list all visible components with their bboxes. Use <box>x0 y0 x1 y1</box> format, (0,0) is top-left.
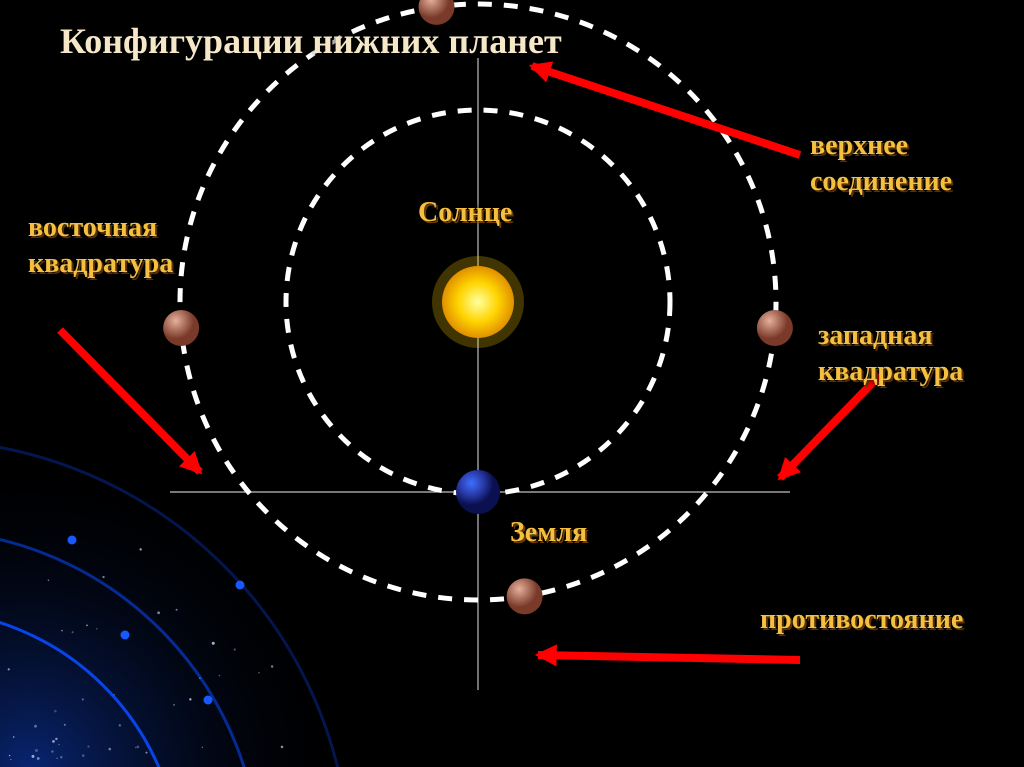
bg-star <box>10 759 11 760</box>
bg-star <box>281 746 284 749</box>
bg-star <box>212 642 215 645</box>
earth <box>456 470 500 514</box>
bg-star <box>82 754 85 757</box>
bg-star <box>56 757 58 759</box>
corner-glow <box>0 450 350 767</box>
bg-star <box>176 609 178 611</box>
bg-star <box>234 648 236 650</box>
bg-star <box>96 628 97 629</box>
bg-star <box>34 725 37 728</box>
opposition-arrow <box>538 655 800 660</box>
bg-star <box>55 738 58 741</box>
bg-star <box>157 611 160 614</box>
bg-star <box>119 724 121 726</box>
bg-star <box>61 630 63 632</box>
bg-star <box>271 665 273 667</box>
bg-star <box>202 747 203 748</box>
sun <box>442 266 514 338</box>
bg-star <box>8 668 10 670</box>
bg-star <box>102 576 104 578</box>
opposition-label: противостояние <box>760 602 963 638</box>
east-quadrature-arrow <box>60 330 200 472</box>
decor-dot <box>68 536 77 545</box>
bg-star <box>109 748 112 751</box>
bg-star <box>58 744 59 745</box>
bg-star <box>189 698 191 700</box>
bg-star <box>52 740 55 743</box>
bg-star <box>60 756 62 758</box>
bg-star <box>258 672 259 673</box>
bg-star <box>173 704 175 706</box>
east-quadrature-planet <box>163 310 199 346</box>
opposition-planet <box>507 578 543 614</box>
bg-star <box>82 698 84 700</box>
bg-star <box>219 675 220 676</box>
bg-star <box>86 624 88 626</box>
bg-star <box>9 755 10 756</box>
bg-star <box>51 750 53 752</box>
bg-star <box>145 752 147 754</box>
diagram-title: Конфигурации нижних планет <box>60 22 562 62</box>
east-quadrature-label: восточная квадратура <box>28 210 173 282</box>
bg-star <box>31 755 34 758</box>
earth-label: Земля <box>510 516 587 550</box>
bg-star <box>135 747 137 749</box>
west-quadrature-label: западная квадратура <box>818 318 963 390</box>
bg-star <box>35 749 38 752</box>
decor-dot <box>121 631 130 640</box>
bg-star <box>87 745 89 747</box>
west-quadrature-planet <box>757 310 793 346</box>
bg-star <box>13 736 15 738</box>
sun-label: Солнце <box>418 196 512 230</box>
bg-star <box>137 746 139 748</box>
bg-star <box>72 631 74 633</box>
upper-conjunction-label: верхнее соединение <box>810 128 952 200</box>
bg-star <box>54 710 57 713</box>
west-quadrature-arrow <box>780 375 880 478</box>
bg-star <box>48 579 50 581</box>
decor-dot <box>236 581 245 590</box>
bg-star <box>140 548 142 550</box>
bg-star <box>64 724 66 726</box>
upper-conjunction-arrow <box>532 66 800 155</box>
decor-dot <box>204 696 213 705</box>
diagram-stage: Конфигурации нижних планет Солнце Земля вер… <box>0 0 1024 767</box>
bg-star <box>37 757 40 760</box>
